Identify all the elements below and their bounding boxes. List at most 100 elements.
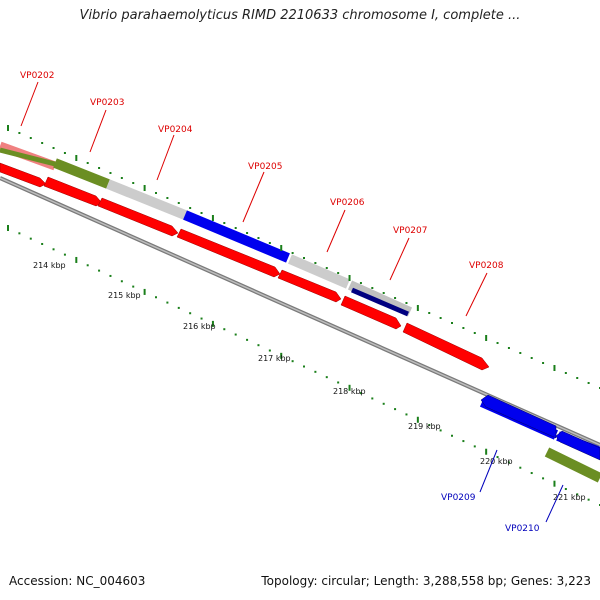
tick-labels: 214 kbp 215 kbp 216 kbp 217 kbp 218 kbp … [33, 261, 586, 502]
scale-tick [416, 416, 419, 423]
scale-tick [211, 320, 214, 327]
scale-dot [155, 192, 157, 194]
scale-dot [223, 328, 226, 331]
scale-dot [18, 232, 21, 235]
scale-dot [132, 182, 135, 184]
gene-label: VP0204 [158, 125, 193, 135]
scale-dot [507, 347, 510, 349]
scale-dot [41, 242, 44, 245]
scale-dot [29, 237, 32, 240]
tick-label: 221 kbp [553, 493, 586, 502]
scale-tick [416, 305, 419, 311]
scale-dot [246, 232, 249, 234]
scale-tick [75, 256, 78, 263]
cog-segment-navy [351, 287, 409, 317]
scale-dot [359, 282, 362, 284]
gene-arrow-vp0210 [555, 430, 600, 461]
cog-segment-olive-lower [544, 447, 600, 483]
scale-dot [576, 493, 579, 496]
accession-text: Accession: NC_004603 [9, 574, 146, 588]
scale-dot [314, 370, 317, 373]
scale-dots [7, 125, 600, 506]
scale-dot [462, 327, 465, 329]
gene-arrow-vp0202 [0, 162, 47, 188]
scale-dot [234, 227, 237, 229]
gene-arrow-vp0209 [480, 394, 557, 439]
scale-tick [280, 245, 283, 251]
tick-label: 214 kbp [33, 261, 66, 270]
scale-dot [519, 352, 522, 354]
scale-tick [7, 125, 9, 131]
scale-tick [143, 288, 146, 295]
gene-leaders [20, 81, 564, 523]
scale-dot [405, 413, 408, 416]
scale-dot [496, 342, 499, 344]
scale-dot [223, 222, 226, 224]
tick-label: 219 kbp [408, 422, 441, 431]
scale-tick [280, 352, 283, 359]
scale-dot [428, 312, 431, 314]
scale-dot [86, 162, 89, 164]
scale-dot [86, 264, 89, 267]
scale-tick [348, 384, 351, 391]
gene-arrow-vp0208 [402, 322, 490, 371]
gene-label: VP0208 [469, 261, 504, 271]
cog-segment-blue [183, 210, 290, 263]
scale-dot [473, 332, 476, 334]
scale-dot [530, 357, 533, 359]
scale-dot [382, 292, 385, 294]
scale-dot [337, 272, 340, 274]
scale-dot [587, 498, 590, 501]
scale-dot [155, 296, 157, 299]
scale-tick [7, 225, 9, 231]
scale-dot [564, 372, 567, 374]
scale-tick [485, 335, 488, 341]
gene-label: VP0209 [441, 493, 476, 503]
scale-dot [337, 381, 340, 384]
scale-dot [439, 317, 442, 319]
scale-dot [371, 397, 374, 400]
scale-tick [485, 448, 488, 455]
scale-dot [382, 402, 385, 405]
scale-dot [200, 212, 203, 214]
scale-tick [553, 365, 556, 371]
scale-dot [451, 434, 453, 437]
cog-segment-olive-2 [53, 158, 110, 189]
scale-dot [246, 338, 249, 341]
scale-dot [394, 408, 397, 411]
scale-dot [542, 477, 545, 480]
scale-dot [177, 306, 180, 309]
scale-dot [98, 167, 101, 169]
scale-dot [303, 365, 305, 368]
scale-dot [473, 445, 476, 448]
reverse-genes [480, 394, 600, 461]
topology-summary: Topology: circular; Length: 3,288,558 bp… [261, 574, 591, 588]
gene-labels: VP0202 VP0203 VP0204 VP0205 VP0206 VP020… [20, 71, 540, 534]
scale-dot [530, 472, 533, 475]
scale-dot [98, 269, 101, 272]
map-title: Vibrio parahaemolyticus RIMD 2210633 chr… [79, 8, 521, 23]
scale-dot [542, 362, 545, 364]
cog-segment-gray [106, 179, 187, 220]
scale-dot [268, 242, 271, 244]
gene-arrow-vp0207 [340, 295, 402, 330]
scale-dot [63, 253, 66, 256]
scale-tick [553, 480, 556, 487]
scale-tick [348, 275, 351, 281]
tick-label: 215 kbp [108, 291, 141, 300]
scale-dot [496, 456, 499, 459]
scale-dot [519, 466, 522, 469]
scale-dot [303, 257, 305, 259]
scale-dot [52, 147, 55, 149]
scale-dot [325, 267, 328, 269]
scale-dot [291, 360, 294, 363]
gene-label: VP0202 [20, 71, 55, 81]
cog-segment-lightgray [347, 280, 413, 317]
scale-dot [371, 287, 374, 289]
scale-dot [132, 285, 135, 288]
scale-dot [576, 377, 579, 379]
scale-tick [143, 185, 146, 191]
scale-dot [41, 142, 44, 144]
scale-dot [394, 297, 397, 299]
